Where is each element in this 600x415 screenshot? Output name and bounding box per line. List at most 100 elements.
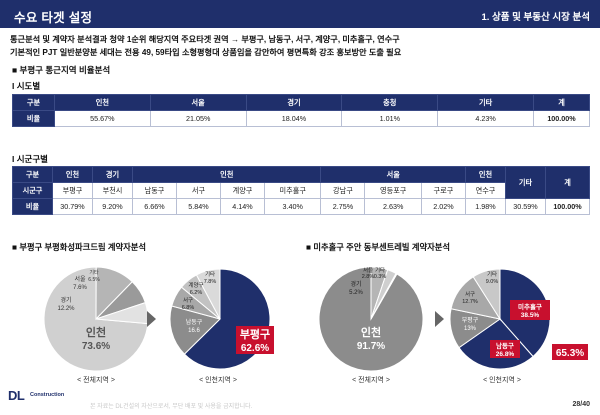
table-by-province: 구분 인천 서울 경기 충청 기타 계 비율 55.67% 21.05% 18.… xyxy=(12,94,590,127)
col-header: 인천 xyxy=(52,166,93,183)
caption-incheon-left: < 인천지역 > xyxy=(199,377,237,384)
slice-label: 경기 xyxy=(350,280,361,288)
arrow-right-icon xyxy=(147,311,156,327)
arrow-right-icon xyxy=(435,311,444,327)
highlight-label: 미추홀구 xyxy=(518,302,542,311)
slice-label: 서울 xyxy=(74,275,86,283)
table-cell: 2.63% xyxy=(364,198,422,215)
col-header: 인천 xyxy=(465,166,506,183)
page-number: 28/40 xyxy=(572,401,590,408)
chart-left-title: ■ 부평구 부평화성파크드림 계약자분석 xyxy=(12,242,147,252)
table1-title: I 시도별 xyxy=(12,81,41,91)
slice-label: 인천 xyxy=(361,325,381,339)
slice-label: 서구 xyxy=(465,290,475,298)
col-header: 경기 xyxy=(245,94,343,111)
table-by-district: 구분 인천 경기 인천 서울 인천 기타 계 시군구 부평구 부천시 남동구 서… xyxy=(12,166,590,215)
section-title: ■ 부평구 통근지역 비율분석 xyxy=(12,65,111,75)
col-header: 인천 xyxy=(53,94,151,111)
table-header-row-1: 구분 인천 경기 인천 서울 인천 기타 계 xyxy=(12,166,590,199)
col-header: 계 xyxy=(545,166,590,199)
highlight-value: 38.5% xyxy=(521,312,540,319)
table-cell: 부평구 xyxy=(52,182,93,199)
slice-label: 기타 xyxy=(375,266,385,274)
col-header: 인천 xyxy=(131,166,322,183)
table-cell: 남동구 xyxy=(132,182,177,199)
table-header-row-2: 시군구 부평구 부천시 남동구 서구 계양구 미추홀구 강남구 영등포구 구로구… xyxy=(12,182,590,199)
slice-label: 경기 xyxy=(60,296,71,304)
table2-title: I 시군구별 xyxy=(12,154,49,164)
highlight-label: 남동구 xyxy=(496,341,514,350)
table-cell: 2.75% xyxy=(320,198,366,215)
table-cell: 55.67% xyxy=(53,110,151,127)
company-logo: DL Construction xyxy=(8,388,68,403)
slice-value: 0.3% xyxy=(374,274,387,280)
logo-text: Construction xyxy=(30,392,65,398)
table-row: 비율 30.79% 9.20% 6.66% 5.84% 4.14% 3.40% … xyxy=(12,198,590,215)
col-header: 구분 xyxy=(12,166,53,183)
slice-value: 6.8% xyxy=(182,305,195,311)
highlight-value: 62.6% xyxy=(241,343,269,354)
pie-slice-4 xyxy=(195,268,221,320)
highlight-value: 26.8% xyxy=(496,351,515,358)
highlight-badge xyxy=(236,326,274,354)
table-cell: 서구 xyxy=(176,182,221,199)
slice-value: 73.6% xyxy=(82,341,110,352)
slice-value: 12.2% xyxy=(57,306,75,312)
slice-label: 서울 xyxy=(363,266,373,274)
row-header: 비율 xyxy=(12,110,55,127)
col-header: 기타 xyxy=(505,166,546,199)
slice-label: 남동구 xyxy=(186,318,203,326)
caption-all-left: < 전체지역 > xyxy=(77,377,115,384)
table-cell: 미추홀구 xyxy=(263,182,322,199)
slice-label: 인천 xyxy=(86,325,106,339)
table-cell: 강남구 xyxy=(320,182,366,199)
slice-value: 91.7% xyxy=(357,341,385,352)
table-cell: 5.84% xyxy=(176,198,221,215)
pie-slice-4 xyxy=(472,268,501,321)
table-cell-total: 100.00% xyxy=(533,110,590,127)
slice-value: 6.2% xyxy=(190,290,203,296)
pie-slice-3 xyxy=(370,272,398,320)
sum-value: 65.3% xyxy=(556,348,584,359)
table-cell: 30.79% xyxy=(52,198,93,215)
table-cell: 18.04% xyxy=(245,110,343,127)
slice-value: 7.6% xyxy=(73,285,87,291)
row-header: 비율 xyxy=(12,198,53,215)
footnote: 본 자료는 DL건설의 자산으로서, 무단 배포 및 사용을 금지합니다. xyxy=(90,404,253,410)
slice-value: 5.2% xyxy=(349,290,363,296)
table-cell: 3.40% xyxy=(263,198,322,215)
intro-line-1: 통근분석 및 계약자 분석결과 청약 1순위 해당지역 주요타겟 권역 → 부평… xyxy=(10,35,400,44)
table-cell: 4.14% xyxy=(220,198,265,215)
table-cell: 30.59% xyxy=(505,198,546,215)
highlight-badge-namdong xyxy=(490,340,520,358)
pie-chart-michuhol-all: 인천 91.7% 경기 5.2% 서울2.8%기타0.3% xyxy=(318,266,424,372)
table-header-row: 구분 인천 서울 경기 충청 기타 계 xyxy=(12,94,590,111)
slice-label: 기타 xyxy=(205,270,215,278)
page-title: 수요 타겟 설정 xyxy=(14,11,93,25)
slice-label: 서구 xyxy=(183,296,193,304)
slice-value: 13% xyxy=(464,326,477,332)
table-cell: 계양구 xyxy=(220,182,265,199)
table-cell: 부천시 xyxy=(92,182,133,199)
pie-slice-1 xyxy=(169,305,221,355)
table-cell: 구로구 xyxy=(420,182,467,199)
table-cell: 6.66% xyxy=(132,198,177,215)
table-cell: 영등포구 xyxy=(364,182,422,199)
chart-right-title: ■ 미추홀구 주안 동부센트레빌 계약자분석 xyxy=(306,242,450,252)
slice-value: 12.7% xyxy=(462,299,478,305)
col-header: 구분 xyxy=(12,94,55,111)
table-cell: 9.20% xyxy=(92,198,133,215)
sum-badge xyxy=(552,344,588,360)
col-header: 서울 xyxy=(149,94,247,111)
col-header: 기타 xyxy=(437,94,535,111)
row-header: 시군구 xyxy=(12,182,53,199)
table-cell: 1.01% xyxy=(341,110,439,127)
col-header: 경기 xyxy=(92,166,133,183)
table-cell: 21.05% xyxy=(149,110,247,127)
slice-value: 6.5% xyxy=(88,277,100,283)
table-cell: 연수구 xyxy=(465,182,506,199)
slice-label: 기타 xyxy=(89,269,99,276)
caption-incheon-right: < 인천지역 > xyxy=(483,377,521,384)
table-cell: 2.02% xyxy=(420,198,467,215)
